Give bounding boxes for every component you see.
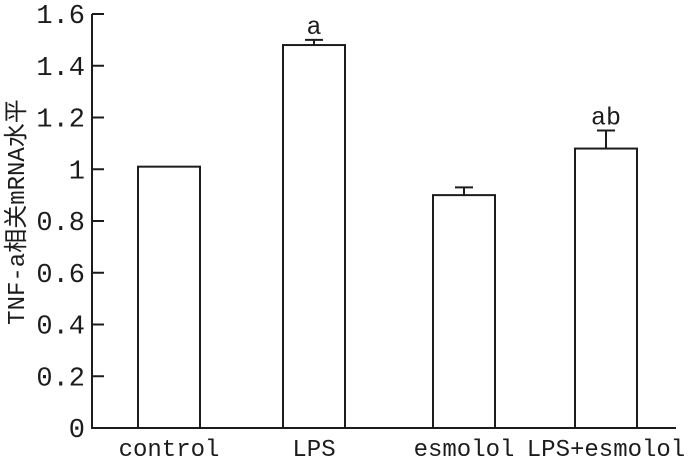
y-tick-label: 1.4 — [36, 54, 85, 84]
bar-LPS — [282, 44, 346, 430]
x-category-label-control: control — [119, 437, 220, 463]
significance-label-LPS+esmolol: ab — [591, 103, 621, 132]
y-tick-label: 1.2 — [36, 106, 85, 136]
significance-label-LPS: a — [306, 13, 321, 42]
bar-esmolol — [432, 194, 496, 429]
bar-LPS+esmolol — [574, 147, 638, 430]
y-tick-label: 0.4 — [36, 313, 85, 343]
x-category-label-esmolol: esmolol — [414, 437, 515, 463]
y-tick-label: 0 — [69, 416, 85, 446]
y-tick-label: 0.6 — [36, 261, 85, 291]
x-category-label-LPS+esmolol: LPS+esmolol — [527, 437, 685, 463]
bar-control — [137, 165, 201, 429]
y-tick-label: 0.2 — [36, 364, 85, 394]
y-tick-label: 0.8 — [36, 209, 85, 239]
y-axis-title: TNF-a相关mRNA水平 — [3, 99, 32, 325]
x-category-label-LPS: LPS — [292, 437, 335, 463]
y-tick-label: 1.6 — [36, 2, 85, 32]
y-tick-label: 1 — [69, 157, 85, 187]
